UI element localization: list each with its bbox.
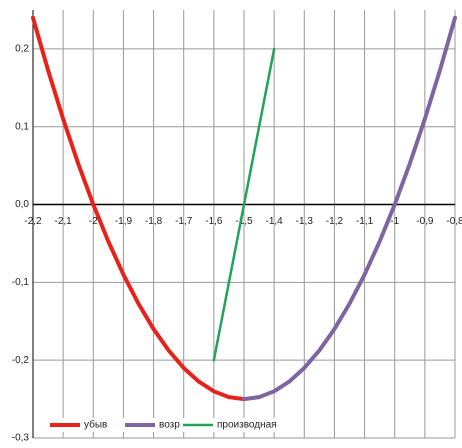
series-line (242, 15, 457, 402)
x-tick-label: -2 (89, 216, 98, 227)
series-line (212, 47, 276, 362)
y-tick-label: 0,1 (15, 121, 29, 132)
legend-bg (180, 418, 280, 432)
x-tick-label: -0,9 (416, 216, 434, 227)
legend-label: возр (159, 420, 180, 431)
x-tick-label: -1 (390, 216, 399, 227)
x-tick-label: -0,8 (446, 216, 462, 227)
x-tick-label: -1,5 (235, 216, 253, 227)
x-tick-label: -1,1 (356, 216, 374, 227)
y-tick-label: -0,1 (12, 277, 30, 288)
x-tick-label: -1,9 (115, 216, 133, 227)
x-tick-label: -1,6 (205, 216, 223, 227)
x-tick-label: -1,7 (175, 216, 193, 227)
x-tick-label: -1,4 (266, 216, 284, 227)
x-tick-label: -1,2 (326, 216, 344, 227)
series-line (31, 15, 246, 402)
x-tick-label: -1,8 (145, 216, 163, 227)
y-tick-label: -0,3 (12, 433, 30, 444)
x-tick-label: -2,1 (55, 216, 73, 227)
y-tick-label: 0,2 (15, 44, 29, 55)
x-tick-label: -1,3 (296, 216, 314, 227)
y-tick-label: -0,2 (12, 355, 30, 366)
legend-label: производная (217, 420, 277, 431)
legend-label: убыв (84, 419, 107, 431)
y-tick-label: 0,0 (15, 199, 29, 210)
